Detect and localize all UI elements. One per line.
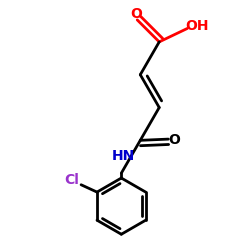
Text: Cl: Cl [64, 173, 79, 187]
Text: HN: HN [112, 148, 135, 162]
Text: OH: OH [185, 18, 208, 32]
Text: O: O [168, 133, 180, 147]
Text: O: O [130, 7, 142, 21]
